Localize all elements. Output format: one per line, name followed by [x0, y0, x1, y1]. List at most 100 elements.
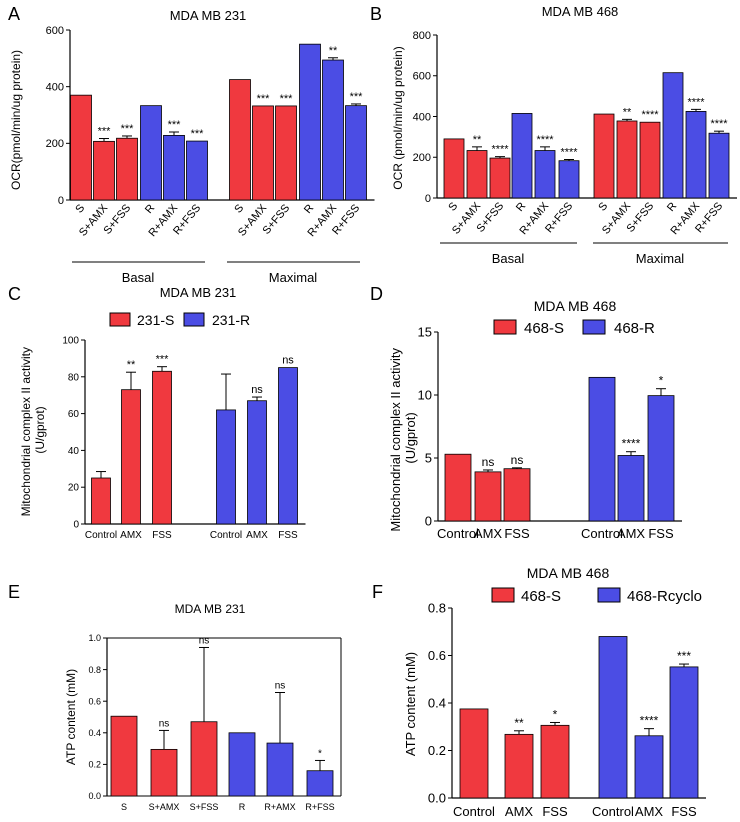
group-label-maximal-a: Maximal: [269, 270, 318, 285]
panel-label-e: E: [8, 582, 20, 602]
bar-d-5: [647, 395, 675, 522]
bar-c-1: [121, 389, 141, 525]
y-tick-label-c-1: 20: [68, 483, 80, 494]
x-tick-label-b-0: S: [446, 200, 460, 213]
significance-b-4: ****: [536, 134, 554, 146]
bar-b-1: [466, 150, 488, 199]
y-tick-label-e-2: 0.4: [88, 728, 101, 738]
significance-c-2: ***: [156, 354, 170, 366]
y-tick-label-b-3: 600: [413, 71, 431, 83]
y-tick-label-a-1: 200: [46, 138, 64, 150]
ylabel-a: OCR(pmol/min/ug protein): [9, 50, 23, 190]
panel-label-b: B: [370, 4, 382, 24]
x-tick-label-b-6: S: [596, 200, 610, 213]
bar-d-1: [474, 471, 502, 522]
y-tick-label-e-0: 0.0: [88, 791, 101, 801]
significance-c-5: ns: [282, 355, 294, 367]
significance-d-2: ns: [511, 453, 524, 467]
y-tick-label-f-4: 0.8: [428, 601, 446, 616]
significance-b-5: ****: [560, 146, 578, 158]
y-tick-label-f-2: 0.4: [428, 696, 446, 711]
bar-c-2: [152, 370, 172, 525]
legend-label-231-s: 231-S: [137, 312, 174, 328]
bar-d-2: [503, 468, 531, 522]
x-tick-label-e-0: S: [121, 802, 127, 812]
x-tick-label-f-1: AMX: [505, 804, 534, 819]
significance-c-4: ns: [251, 384, 263, 396]
bar-f-0: [459, 708, 489, 799]
group-label-basal-a: Basal: [122, 270, 155, 285]
x-tick-label-c-0: Control: [85, 530, 117, 541]
chart-title-b: MDA MB 468: [542, 4, 619, 19]
bar-c-3: [216, 409, 236, 525]
bar-e-5: [306, 770, 334, 797]
significance-e-1: ns: [159, 718, 170, 729]
bar-b-11: [708, 132, 730, 199]
bar-b-7: [616, 120, 638, 199]
y-tick-label-d-1: 5: [425, 451, 432, 466]
panel-label-c: C: [8, 284, 21, 304]
panel-a: A MDA MB 231 0200400600S***S+AMX***S+FSS…: [8, 4, 375, 285]
significance-a-4: ***: [168, 119, 182, 131]
bar-f-4: [634, 735, 664, 799]
bar-a-11: [345, 105, 367, 201]
group-label-maximal-b: Maximal: [636, 251, 685, 266]
significance-b-7: **: [623, 106, 632, 118]
ylabel-c: Mitochondrial complex II activity (U/gpr…: [19, 344, 47, 517]
plot-e: 0.0 0.2 0.4 0.6 0.8 1.0 Sns S+AMX ns S+FSS Rns R+AM…: [88, 633, 342, 812]
significance-f-5: ***: [677, 649, 691, 663]
x-tick-label-c-2: FSS: [152, 530, 172, 541]
bar-b-10: [685, 111, 707, 199]
bar-a-2: [116, 137, 138, 201]
significance-b-11: ****: [710, 118, 728, 130]
panel-b: B MDA MB 468 0200400600800S**S+AMX****S+…: [370, 4, 737, 266]
panel-f: F MDA MB 468 468-S 468-Rcyclo 0.00.20.40…: [372, 565, 706, 819]
bar-a-6: [229, 79, 251, 201]
legend-swatch-468-r: [582, 319, 606, 335]
x-tick-label-d-2: FSS: [504, 526, 530, 541]
x-tick-label-c-1: AMX: [120, 530, 142, 541]
panel-d: D MDA MB 468 468-S 468-R 0 5 10 15 Control ns…: [370, 284, 682, 541]
bar-d-3: [588, 376, 616, 522]
x-tick-label-d-0: Control: [437, 526, 479, 541]
bar-a-5: [186, 140, 208, 201]
y-tick-label-b-0: 0: [425, 193, 431, 205]
bar-b-5: [558, 160, 580, 199]
x-tick-label-f-4: AMX: [635, 804, 664, 819]
significance-c-1: **: [127, 359, 136, 371]
legend-swatch-468-rcyclo-f: [597, 587, 621, 603]
legend-label-231-r: 231-R: [212, 312, 250, 328]
bar-a-9: [299, 43, 321, 201]
y-tick-label-b-2: 400: [413, 111, 431, 123]
bar-b-4: [534, 150, 556, 199]
ylabel-b: OCR (pmol/min/ug protein): [391, 46, 405, 189]
bar-e-1: [150, 748, 178, 797]
x-tick-label-e-1: S+AMX: [149, 802, 180, 812]
y-tick-label-b-4: 800: [413, 30, 431, 42]
y-tick-label-b-1: 200: [413, 152, 431, 164]
plot-d: 0 5 10 15 Control ns AMX ns FSS Control **** AMX * FS…: [418, 325, 682, 541]
bar-a-7: [252, 105, 274, 201]
group-label-basal-b: Basal: [492, 251, 525, 266]
bar-c-4: [247, 400, 267, 525]
x-tick-label-f-5: FSS: [671, 804, 697, 819]
legend-swatch-231-s: [109, 312, 131, 327]
significance-e-5: *: [318, 748, 322, 759]
y-tick-label-f-3: 0.6: [428, 648, 446, 663]
plot-c: 0 20 40 60 80 100 Control ** AMX *** FSS Control ns A…: [62, 336, 306, 541]
bar-b-0: [443, 138, 465, 199]
legend-swatch-468-s: [493, 319, 517, 335]
bar-f-3: [598, 636, 628, 799]
bar-b-2: [489, 157, 511, 199]
x-tick-label-a-6: S: [232, 202, 246, 215]
x-tick-label-d-5: FSS: [648, 526, 674, 541]
y-tick-label-f-1: 0.2: [428, 743, 446, 758]
significance-b-8: ****: [641, 109, 659, 121]
panel-c: C MDA MB 231 231-S 231-R 0 20 40 60 80 100 Con…: [8, 284, 306, 541]
legend-swatch-231-r: [183, 312, 205, 327]
y-tick-label-c-0: 0: [73, 520, 79, 531]
x-tick-label-b-3: R: [514, 200, 528, 214]
significance-a-8: ***: [280, 93, 294, 105]
y-tick-label-d-2: 10: [418, 388, 432, 403]
x-tick-label-a-3: R: [143, 202, 157, 216]
